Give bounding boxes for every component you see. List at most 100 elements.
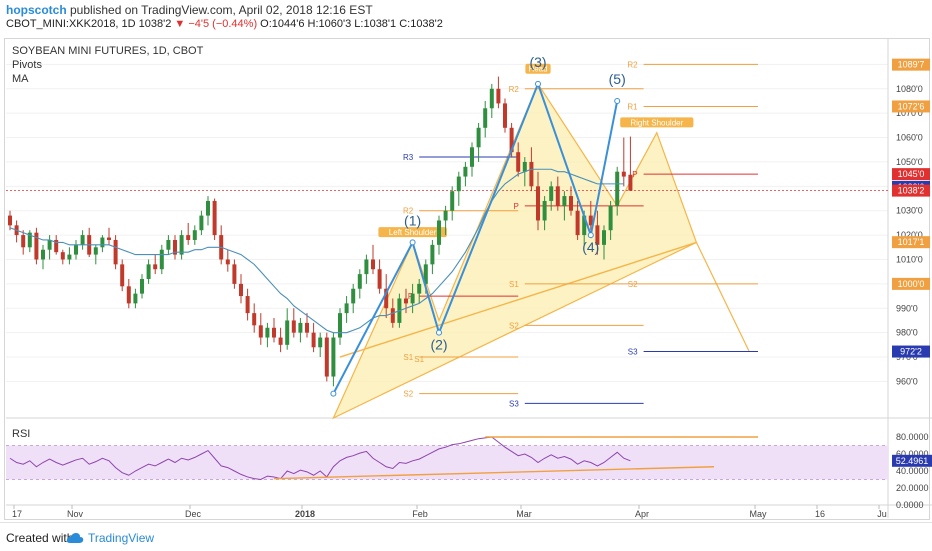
candle-body <box>113 239 118 265</box>
price-label-box-0 <box>892 58 930 71</box>
pivot-label-12: P <box>632 170 637 179</box>
created-with-text: Created with <box>6 531 74 545</box>
candle-body <box>364 259 369 275</box>
price-tick-9: 1050'0 <box>896 157 923 167</box>
candle-body <box>60 252 65 260</box>
price-tick-0: 960'0 <box>896 376 918 386</box>
candle-body <box>555 186 560 206</box>
candle-body <box>595 225 600 245</box>
pivot-label-4: S2 <box>403 390 413 399</box>
time-axis[interactable]: 17 Nov Dec 2018 Feb Mar Apr May 16 Ju <box>12 505 887 519</box>
pivot-label-6: P <box>513 202 518 211</box>
pivot-label-10: R2 <box>627 60 638 69</box>
legend-pivots[interactable]: Pivots <box>12 59 42 71</box>
candle-body <box>199 215 204 231</box>
candle-body <box>239 283 243 297</box>
elliott-wave: (1) (2) (3) (4) (5) S1 <box>330 54 626 397</box>
candle-body <box>27 232 32 248</box>
cloud-logo-icon <box>66 533 84 543</box>
candle-body <box>331 337 336 377</box>
price-tick-12: 1080'0 <box>896 84 923 94</box>
target-projection <box>695 242 750 352</box>
candle-body <box>615 171 620 206</box>
elliott-path <box>332 81 619 395</box>
price-tick-10: 1060'0 <box>896 133 923 143</box>
candle-body <box>344 303 349 314</box>
time-tick-5: Mar <box>516 509 532 519</box>
elliott-point-3 <box>535 80 541 87</box>
candle-body <box>232 264 237 284</box>
candle-body <box>483 108 488 128</box>
ohlc-values: O:1044'6 H:1060'3 L:1038'1 C:1038'2 <box>257 18 443 30</box>
pivot-label-3: S1 <box>403 353 413 362</box>
candle-body <box>450 191 455 211</box>
candle-body <box>278 337 283 345</box>
ma-line <box>9 168 624 334</box>
candle-body <box>272 327 276 338</box>
price-axis[interactable]: 960'0970'0980'0990'01000'01010'01020'010… <box>892 58 930 387</box>
rsi-value-box <box>892 454 932 467</box>
elliott-point-2 <box>436 329 442 336</box>
time-tick-8: 16 <box>815 509 825 519</box>
price-label-4: 1038'2 <box>898 186 925 196</box>
pattern-s1-label: S1 <box>414 355 424 364</box>
candle-body <box>318 337 323 348</box>
rsi-tick-0: 80.0000 <box>896 432 929 442</box>
pivot-label-5: R2 <box>509 85 520 94</box>
candle-body <box>575 210 580 236</box>
publish-info: hopscotch published on TradingView.com, … <box>6 3 373 17</box>
candle-body <box>41 249 45 260</box>
pivot-label-0: R3 <box>403 153 414 162</box>
price-label-box-7 <box>892 345 930 358</box>
candle-body <box>384 288 389 309</box>
candle-body <box>608 205 613 231</box>
legend-ma[interactable]: MA <box>12 73 29 85</box>
author-link[interactable]: hopscotch <box>6 3 67 17</box>
price-label-box-1 <box>892 100 930 113</box>
price-label-box-5 <box>892 236 930 249</box>
candle-body <box>417 283 422 294</box>
price-tick-2: 980'0 <box>896 328 918 338</box>
candle-body <box>298 322 303 333</box>
elliott-point-1 <box>409 239 416 246</box>
candle-body <box>522 161 527 172</box>
candle-body <box>252 313 257 326</box>
candle-body <box>34 232 39 260</box>
candle-body <box>245 296 250 314</box>
pivot-label-1: R2 <box>403 207 414 216</box>
price-label-6: 1000'0 <box>898 279 925 289</box>
pivot-label-9: S3 <box>509 399 519 408</box>
candle-body <box>74 244 78 255</box>
candle-body <box>120 264 125 287</box>
candle-body <box>569 196 573 211</box>
price-tick-5: 1010'0 <box>896 254 923 264</box>
candle-body <box>628 174 633 191</box>
candle-body <box>351 288 356 304</box>
elliott-point-5 <box>614 97 621 104</box>
candle-body <box>423 264 428 284</box>
price-tick-3: 990'0 <box>896 303 918 313</box>
price-tick-11: 1070'0 <box>896 108 923 118</box>
price-label-5: 1017'1 <box>898 237 925 247</box>
price-label-box-2 <box>892 168 930 181</box>
candle-body <box>225 259 230 265</box>
candle-body <box>324 337 329 377</box>
pivot-label-8: S2 <box>509 321 519 330</box>
pattern-label-0: Left Shoulder <box>389 228 437 237</box>
candle-body <box>8 215 12 226</box>
candle-body <box>186 235 191 240</box>
pattern-label-2: Right Shoulder <box>630 118 683 127</box>
rsi-tick-4: 0.0000 <box>896 500 924 510</box>
rsi-tick-2: 40.0000 <box>896 466 929 476</box>
candle-body <box>516 152 521 172</box>
candle-body <box>21 235 26 248</box>
rsi-title[interactable]: RSI <box>12 428 31 440</box>
candle-body <box>437 220 441 245</box>
candle-body <box>67 254 72 260</box>
tradingview-link[interactable]: TradingView <box>88 531 155 545</box>
rsi-tick-3: 20.0000 <box>896 483 929 493</box>
symbol-text: CBOT_MINI:XKK2018, 1D 1038'2 <box>6 18 175 30</box>
symbol-quote-line: CBOT_MINI:XKK2018, 1D 1038'2 ▼ −4'5 (−0.… <box>6 18 443 30</box>
candle-body <box>456 176 461 192</box>
